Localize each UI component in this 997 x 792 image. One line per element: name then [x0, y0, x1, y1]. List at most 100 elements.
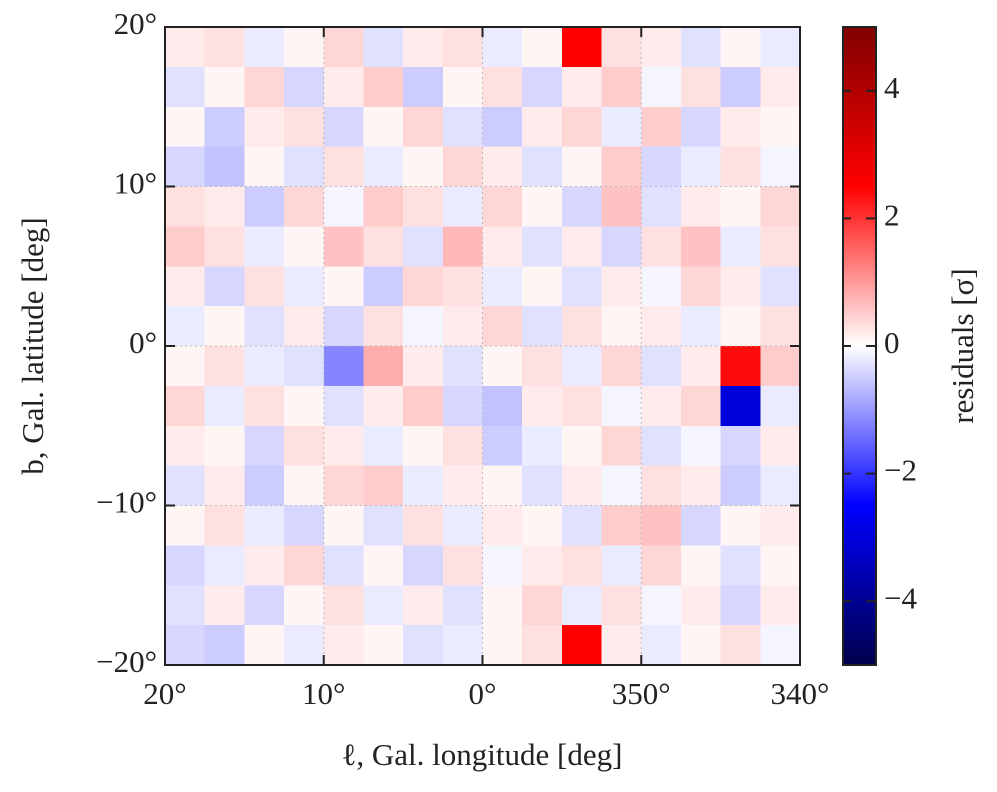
heatmap-cell: [165, 226, 206, 267]
heatmap-cell: [165, 545, 206, 586]
heatmap-cell: [165, 346, 206, 387]
heatmap-cell: [601, 266, 642, 307]
heatmap-cell: [561, 106, 603, 148]
heatmap-cell: [680, 385, 722, 427]
heatmap-cell: [641, 306, 682, 347]
heatmap-cell: [720, 106, 761, 148]
heatmap-cell: [165, 385, 206, 427]
heatmap-cell: [323, 545, 365, 586]
heatmap-cell: [403, 146, 444, 188]
heatmap-cell: [482, 106, 523, 148]
heatmap-cell: [601, 625, 642, 666]
x-tick-label: 340°: [771, 676, 830, 711]
heatmap-cell: [442, 27, 484, 68]
heatmap-cell: [284, 27, 325, 68]
heatmap-cell: [641, 425, 682, 467]
heatmap-cell: [204, 346, 245, 387]
heatmap-cell: [403, 625, 444, 666]
heatmap-cell: [482, 27, 523, 68]
heatmap-cell: [442, 425, 484, 467]
heatmap-cell: [720, 146, 761, 188]
heatmap-cell: [482, 585, 523, 626]
colorbar-label: residuals [σ]: [945, 268, 980, 423]
heatmap-cell: [601, 425, 642, 467]
heatmap-cell: [760, 425, 801, 467]
heatmap-cell: [165, 146, 206, 188]
heatmap-cell: [363, 146, 404, 188]
heatmap-cell: [601, 346, 642, 387]
heatmap-cell: [601, 505, 642, 546]
heatmap-cell: [482, 146, 523, 188]
heatmap-cell: [363, 306, 404, 347]
heatmap-cell: [561, 585, 603, 626]
heatmap-cell: [561, 425, 603, 467]
heatmap-cell: [165, 266, 206, 307]
heatmap-cell: [204, 625, 245, 666]
heatmap-cell: [680, 545, 722, 586]
heatmap-cell: [284, 625, 325, 666]
heatmap-cell: [641, 226, 682, 267]
heatmap-cell: [641, 27, 682, 68]
heatmap-cell: [720, 505, 761, 546]
heatmap-cell: [204, 106, 245, 148]
colorbar-tick-label: 0: [884, 325, 900, 360]
heatmap-cell: [442, 505, 484, 546]
heatmap-cell: [244, 186, 285, 227]
heatmap-cell: [760, 66, 801, 108]
heatmap-cell: [561, 186, 603, 227]
heatmap-cell: [244, 585, 285, 626]
x-tick-label: 10°: [302, 676, 345, 711]
heatmap-cell: [680, 266, 722, 307]
heatmap-cell: [641, 625, 682, 666]
heatmap-cell: [442, 106, 484, 148]
heatmap-cell: [442, 625, 484, 666]
heatmap-cell: [204, 306, 245, 347]
heatmap-cell: [641, 385, 682, 427]
heatmap-cell: [442, 146, 484, 188]
heatmap-cell: [244, 66, 285, 108]
heatmap-cell: [403, 465, 444, 507]
heatmap-cell: [442, 385, 484, 427]
heatmap-cell: [323, 27, 365, 68]
y-tick-label: −10°: [96, 485, 157, 520]
heatmap-cell: [204, 505, 245, 546]
heatmap-cell: [680, 186, 722, 227]
heatmap-cell: [680, 146, 722, 188]
y-tick-label: 10°: [114, 166, 157, 201]
heatmap-cell: [363, 425, 404, 467]
x-tick-label: 20°: [143, 676, 186, 711]
colorbar-tick-label: −2: [884, 453, 917, 488]
heatmap-cell: [601, 66, 642, 108]
heatmap-cell: [641, 266, 682, 307]
heatmap-cell: [680, 465, 722, 507]
heatmap-cell: [165, 66, 206, 108]
heatmap-cell: [482, 266, 523, 307]
heatmap-cell: [165, 585, 206, 626]
heatmap-cell: [680, 106, 722, 148]
heatmap-cell: [323, 146, 365, 188]
heatmap-cell: [284, 346, 325, 387]
heatmap-cell: [244, 385, 285, 427]
heatmap-cell: [522, 186, 563, 227]
heatmap-cell: [601, 186, 642, 227]
heatmap-cell: [482, 306, 523, 347]
heatmap-cell: [204, 226, 245, 267]
heatmap: [165, 27, 801, 666]
heatmap-cell: [244, 106, 285, 148]
y-axis-label: b, Gal. latitude [deg]: [15, 217, 50, 474]
heatmap-cell: [403, 346, 444, 387]
heatmap-cell: [284, 186, 325, 227]
heatmap-cell: [244, 27, 285, 68]
heatmap-cell: [165, 505, 206, 546]
heatmap-cell: [561, 146, 603, 188]
heatmap-cell: [720, 545, 761, 586]
heatmap-cell: [323, 585, 365, 626]
heatmap-cell: [641, 545, 682, 586]
heatmap-cell: [403, 266, 444, 307]
heatmap-cell: [561, 545, 603, 586]
heatmap-cell: [363, 346, 404, 387]
heatmap-cell: [561, 385, 603, 427]
heatmap-cell: [522, 505, 563, 546]
heatmap-cell: [363, 27, 404, 68]
x-tick-label: 0°: [469, 676, 497, 711]
